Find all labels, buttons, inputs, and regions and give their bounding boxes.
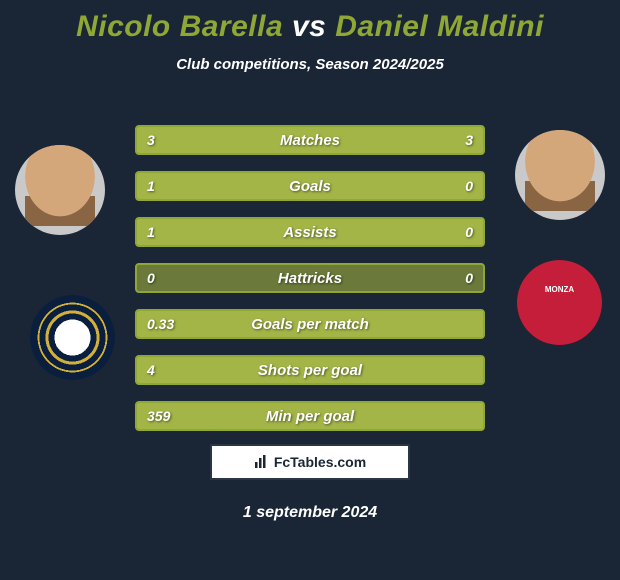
player2-name: Daniel Maldini	[335, 10, 544, 43]
stat-row: 4Shots per goal	[135, 355, 485, 385]
stat-label: Goals per match	[137, 316, 483, 333]
stat-label: Min per goal	[137, 408, 483, 425]
stat-row: 359Min per goal	[135, 401, 485, 431]
site-name: FcTables.com	[274, 454, 366, 470]
chart-icon	[254, 454, 268, 471]
stat-label: Goals	[137, 178, 483, 195]
stat-row: 00Hattricks	[135, 263, 485, 293]
site-logo: FcTables.com	[210, 444, 410, 480]
player2-club-crest	[517, 260, 602, 345]
date-text: 1 september 2024	[0, 504, 620, 522]
stat-label: Shots per goal	[137, 362, 483, 379]
player1-club-crest	[30, 295, 115, 380]
stat-row: 10Assists	[135, 217, 485, 247]
vs-text: vs	[292, 10, 326, 43]
player2-avatar	[515, 130, 605, 220]
stat-label: Hattricks	[137, 270, 483, 287]
stat-bars: 33Matches 10Goals 10Assists 00Hattricks 0.33…	[135, 125, 485, 447]
subtitle: Club competitions, Season 2024/2025	[0, 56, 620, 73]
comparison-title: Nicolo Barella vs Daniel Maldini	[0, 0, 620, 44]
avatar-placeholder-icon	[515, 130, 605, 220]
player1-avatar	[15, 145, 105, 235]
stat-row: 33Matches	[135, 125, 485, 155]
player1-name: Nicolo Barella	[76, 10, 283, 43]
stat-row: 10Goals	[135, 171, 485, 201]
avatar-placeholder-icon	[15, 145, 105, 235]
stat-label: Matches	[137, 132, 483, 149]
stat-label: Assists	[137, 224, 483, 241]
stat-row: 0.33Goals per match	[135, 309, 485, 339]
